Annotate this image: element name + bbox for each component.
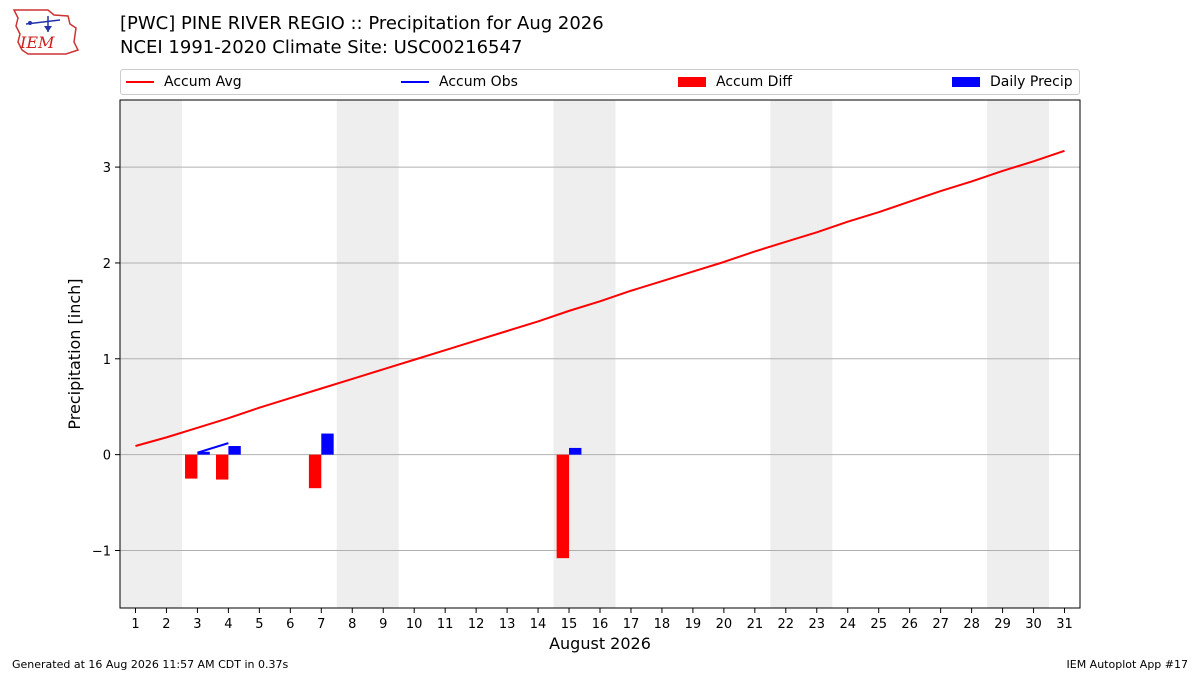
legend-swatch-accum-obs bbox=[401, 81, 429, 83]
accum-diff-bar bbox=[216, 454, 229, 480]
y-tick-label: 2 bbox=[103, 257, 111, 272]
y-tick-label: 1 bbox=[103, 353, 111, 368]
legend-item-accum-obs: Accum Obs bbox=[401, 70, 518, 94]
daily-precip-bar bbox=[197, 451, 210, 455]
grid-lines bbox=[120, 166, 1080, 551]
y-axis-ticks: −1 0 1 2 3 bbox=[92, 161, 120, 559]
x-tick-label: 25 bbox=[870, 617, 887, 632]
x-tick-label: 16 bbox=[592, 617, 609, 632]
x-tick-label: 23 bbox=[809, 617, 826, 632]
weekend-shading bbox=[120, 100, 1050, 608]
app-label: IEM Autoplot App #17 bbox=[1066, 658, 1189, 671]
x-tick-label: 2 bbox=[162, 617, 170, 632]
y-axis-label: Precipitation [inch] bbox=[65, 278, 84, 429]
x-tick-label: 11 bbox=[437, 617, 454, 632]
weekend-band bbox=[336, 100, 399, 608]
x-tick-label: 28 bbox=[963, 617, 980, 632]
legend: Accum Avg Accum Obs Accum Diff Daily Pre… bbox=[120, 69, 1080, 95]
legend-swatch-accum-avg bbox=[126, 81, 154, 83]
x-tick-label: 12 bbox=[468, 617, 485, 632]
x-tick-label: 26 bbox=[901, 617, 918, 632]
legend-item-daily-precip: Daily Precip bbox=[952, 70, 1073, 94]
x-tick-label: 4 bbox=[224, 617, 232, 632]
legend-label-accum-avg: Accum Avg bbox=[164, 74, 242, 90]
x-tick-label: 14 bbox=[530, 617, 547, 632]
legend-label-daily-precip: Daily Precip bbox=[990, 74, 1073, 90]
legend-label-accum-diff: Accum Diff bbox=[716, 74, 793, 90]
legend-item-accum-diff: Accum Diff bbox=[678, 70, 792, 94]
accum-diff-bar bbox=[556, 454, 570, 559]
iem-logo: IEM bbox=[12, 9, 80, 55]
weekend-band bbox=[120, 100, 182, 608]
logo-text: IEM bbox=[19, 33, 55, 52]
x-tick-label: 8 bbox=[348, 617, 356, 632]
x-tick-label: 5 bbox=[255, 617, 263, 632]
x-tick-label: 19 bbox=[685, 617, 702, 632]
title-line-1: [PWC] PINE RIVER REGIO :: Precipitation … bbox=[120, 13, 604, 34]
x-tick-label: 22 bbox=[778, 617, 795, 632]
series-lines bbox=[135, 149, 1065, 454]
legend-swatch-accum-diff bbox=[678, 77, 706, 87]
x-tick-label: 13 bbox=[499, 617, 516, 632]
x-tick-label: 31 bbox=[1056, 617, 1073, 632]
x-tick-label: 24 bbox=[839, 617, 856, 632]
legend-swatch-daily-precip bbox=[952, 77, 980, 87]
x-axis-label: August 2026 bbox=[549, 634, 651, 653]
x-tick-label: 18 bbox=[654, 617, 671, 632]
y-tick-label: −1 bbox=[92, 544, 111, 559]
chart-title: [PWC] PINE RIVER REGIO :: Precipitation … bbox=[120, 12, 604, 60]
accum-avg-line bbox=[135, 149, 1065, 447]
x-tick-label: 1 bbox=[131, 617, 139, 632]
x-tick-label: 21 bbox=[747, 617, 764, 632]
x-tick-label: 3 bbox=[193, 617, 201, 632]
x-tick-label: 27 bbox=[932, 617, 949, 632]
daily-precip-bar bbox=[228, 446, 241, 455]
x-tick-label: 7 bbox=[317, 617, 325, 632]
daily-precip-bar bbox=[569, 447, 582, 455]
x-tick-label: 15 bbox=[561, 617, 578, 632]
x-tick-label: 29 bbox=[994, 617, 1011, 632]
y-tick-label: 3 bbox=[103, 161, 111, 176]
accum-diff-bar bbox=[185, 454, 198, 479]
x-tick-label: 6 bbox=[286, 617, 294, 632]
generated-timestamp: Generated at 16 Aug 2026 11:57 AM CDT in… bbox=[12, 658, 289, 671]
x-tick-label: 9 bbox=[379, 617, 387, 632]
accum-diff-bar bbox=[308, 454, 322, 489]
bars bbox=[185, 433, 582, 559]
x-axis-ticks: 1 2 3 4 5 6 7 8 9 10 11 12 13 14 15 16 17 18 19 20 21 22 23 24 2… bbox=[131, 608, 1073, 632]
x-tick-label: 20 bbox=[716, 617, 733, 632]
title-line-2: NCEI 1991-2020 Climate Site: USC00216547 bbox=[120, 37, 523, 58]
accum-obs-line bbox=[197, 442, 229, 454]
daily-precip-bar bbox=[321, 433, 334, 455]
weekend-band bbox=[770, 100, 833, 608]
x-tick-label: 17 bbox=[623, 617, 640, 632]
legend-item-accum-avg: Accum Avg bbox=[126, 70, 242, 94]
x-tick-label: 30 bbox=[1025, 617, 1042, 632]
y-tick-label: 0 bbox=[103, 449, 111, 464]
x-tick-label: 10 bbox=[406, 617, 423, 632]
legend-label-accum-obs: Accum Obs bbox=[439, 74, 518, 90]
weekend-band bbox=[987, 100, 1050, 608]
